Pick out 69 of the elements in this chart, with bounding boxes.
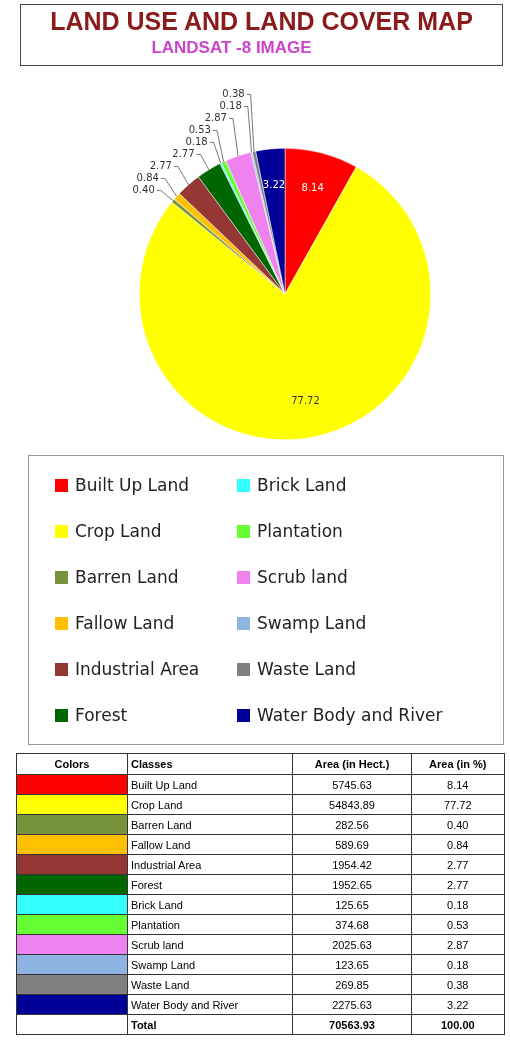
category-label: Forest [131,878,163,891]
text: Area (in Hect.) [292,753,412,775]
data-label: 0.18 [219,100,242,112]
legend-label: Swamp Land [257,613,367,633]
text: 2.77 [447,858,469,871]
text: 125.65 [292,894,412,915]
text: Colors [16,753,128,775]
data-label: 2.77 [172,148,195,160]
text: Classes [127,753,293,775]
category-label: Brick Land [131,898,183,911]
category-label: Water Body and River [131,998,239,1011]
data-label: 0.40 [132,184,155,196]
text: 0.18 [447,898,469,911]
category-label: Crop Land [131,798,183,811]
text: 0.18 [447,958,469,971]
legend-label: Industrial Area [75,659,200,679]
category-label: Industrial Area [131,858,202,871]
category-label: Swamp Land [131,958,196,971]
text: 1954.42 [292,854,412,875]
text: 2275.63 [292,994,412,1015]
category-label: Built Up Land [131,778,198,791]
data-label: 8.14 [301,181,324,193]
data-label: 77.72 [291,394,320,406]
text: 2.87 [447,938,469,951]
text: 100.00 [411,1014,505,1035]
chart-subtitle: LANDSAT -8 IMAGE [150,38,313,58]
legend-label: Forest [75,705,128,725]
data-label: 0.84 [136,172,159,184]
data-label: 0.53 [188,124,211,136]
legend-label: Scrub land [257,567,348,587]
text: 0.53 [447,918,469,931]
data-label: 2.87 [204,112,227,124]
category-label: Plantation [131,918,180,931]
text: 77.72 [444,798,472,811]
text: 1952.65 [292,874,412,895]
text: 8.14 [447,778,469,791]
text: 2.77 [447,878,469,891]
data-label: 2.77 [149,160,172,172]
legend-label: Fallow Land [75,613,175,633]
text: 54843.89 [292,794,412,815]
text: 0.84 [447,838,469,851]
category-label: Fallow Land [131,838,191,851]
category-label: Scrub land [131,938,184,951]
text: 2025.63 [292,934,412,955]
text: 70563.93 [292,1014,412,1035]
legend-label: Built Up Land [75,475,190,495]
text: 269.85 [292,974,412,995]
text: 0.40 [447,818,469,831]
text: 282.56 [292,814,412,835]
legend-label: Waste Land [257,659,356,679]
text: 5745.63 [292,774,412,795]
chart-title: LAND USE AND LAND COVER MAP [49,7,474,36]
category-label: Waste Land [131,978,190,991]
category-label: Barren Land [131,818,192,831]
text: 0.38 [447,978,469,991]
legend-label: Barren Land [75,567,179,587]
legend-label: Water Body and River [257,705,443,725]
text: 123.65 [292,954,412,975]
text: Area (in %) [411,753,505,775]
text: 589.69 [292,834,412,855]
text: 3.22 [447,998,469,1011]
text: Total [127,1014,293,1035]
legend-label: Plantation [257,521,343,541]
data-label: 0.18 [185,136,208,148]
data-label: 3.22 [262,178,286,190]
data-label: 0.38 [222,88,245,100]
text: 374.68 [292,914,412,935]
legend-label: Brick Land [257,475,347,495]
legend-label: Crop Land [75,521,162,541]
